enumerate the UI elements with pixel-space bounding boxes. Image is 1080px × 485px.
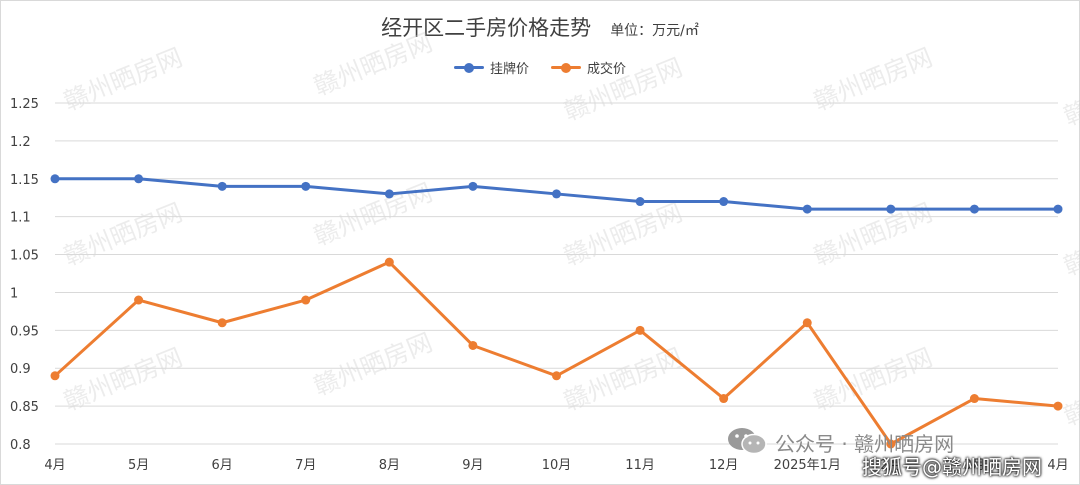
x-tick-label: 12月 xyxy=(709,458,739,473)
chart-unit: 单位：万元/㎡ xyxy=(610,23,699,39)
y-tick-label: 1.05 xyxy=(10,249,39,264)
legend-label-listing: 挂牌价 xyxy=(489,62,529,77)
y-tick-label: 0.95 xyxy=(10,324,39,339)
series-line-deal xyxy=(53,260,1059,446)
data-point-deal xyxy=(969,394,979,404)
x-tick-label: 8月 xyxy=(379,458,400,473)
public-account-label: 公众号 · 赣州晒房网 xyxy=(775,432,955,456)
y-tick-label: 1.2 xyxy=(10,135,31,150)
x-tick-label: 2月 xyxy=(880,458,901,473)
wechat-icon xyxy=(728,428,767,455)
x-tick-label: 3月 xyxy=(964,458,985,473)
x-tick-label: 7月 xyxy=(295,458,316,473)
x-tick-label: 5月 xyxy=(128,458,149,473)
x-tick-label: 9月 xyxy=(462,458,483,473)
y-tick-label: 0.85 xyxy=(10,400,39,415)
y-tick-label: 1.25 xyxy=(10,97,39,112)
data-point-listing xyxy=(1053,204,1063,214)
data-point-deal xyxy=(468,340,478,350)
data-point-listing xyxy=(719,197,729,207)
y-tick-label: 1 xyxy=(10,286,18,301)
data-point-deal xyxy=(1053,401,1063,411)
data-point-deal xyxy=(802,318,812,328)
data-point-listing xyxy=(301,181,311,191)
sohu-source-label: 搜狐号@赣州晒房网 xyxy=(862,455,1042,479)
chart-header: 经开区二手房价格走势 单位：万元/㎡ xyxy=(0,12,1080,42)
legend-label-deal: 成交价 xyxy=(587,62,627,77)
data-point-listing xyxy=(552,189,561,199)
x-tick-label: 4月 xyxy=(1047,458,1068,473)
legend-swatch-listing xyxy=(453,62,484,73)
y-tick-label: 1.15 xyxy=(10,173,39,188)
data-point-listing xyxy=(886,204,896,214)
data-point-listing xyxy=(50,174,60,184)
x-tick-label: 2025年1月 xyxy=(774,458,841,473)
y-tick-label: 0.9 xyxy=(10,362,31,377)
data-point-deal xyxy=(635,325,645,335)
data-point-listing xyxy=(468,181,478,191)
data-point-deal xyxy=(50,371,60,381)
data-point-deal xyxy=(134,295,144,305)
data-point-listing xyxy=(217,181,227,191)
data-point-deal xyxy=(384,257,394,267)
data-point-listing xyxy=(969,204,979,214)
x-tick-label: 11月 xyxy=(625,458,655,473)
x-tick-label: 6月 xyxy=(212,458,233,473)
chart-legend: 挂牌价 成交价 xyxy=(0,58,1080,77)
data-point-deal xyxy=(886,439,896,449)
data-point-listing xyxy=(384,189,394,199)
chart-title: 经开区二手房价格走势 xyxy=(381,16,592,40)
legend-item-deal: 成交价 xyxy=(551,58,626,77)
x-tick-label: 4月 xyxy=(44,458,65,473)
data-point-deal xyxy=(301,295,311,305)
data-point-listing xyxy=(134,174,144,184)
legend-item-listing: 挂牌价 xyxy=(453,58,529,77)
data-point-deal xyxy=(217,318,227,328)
y-tick-label: 0.8 xyxy=(10,438,31,453)
data-point-deal xyxy=(719,394,729,404)
x-tick-label: 10月 xyxy=(542,458,572,473)
data-point-deal xyxy=(552,371,561,381)
data-point-listing xyxy=(635,197,645,207)
data-point-listing xyxy=(802,204,812,214)
legend-swatch-deal xyxy=(551,62,581,73)
y-tick-label: 1.1 xyxy=(10,211,31,226)
